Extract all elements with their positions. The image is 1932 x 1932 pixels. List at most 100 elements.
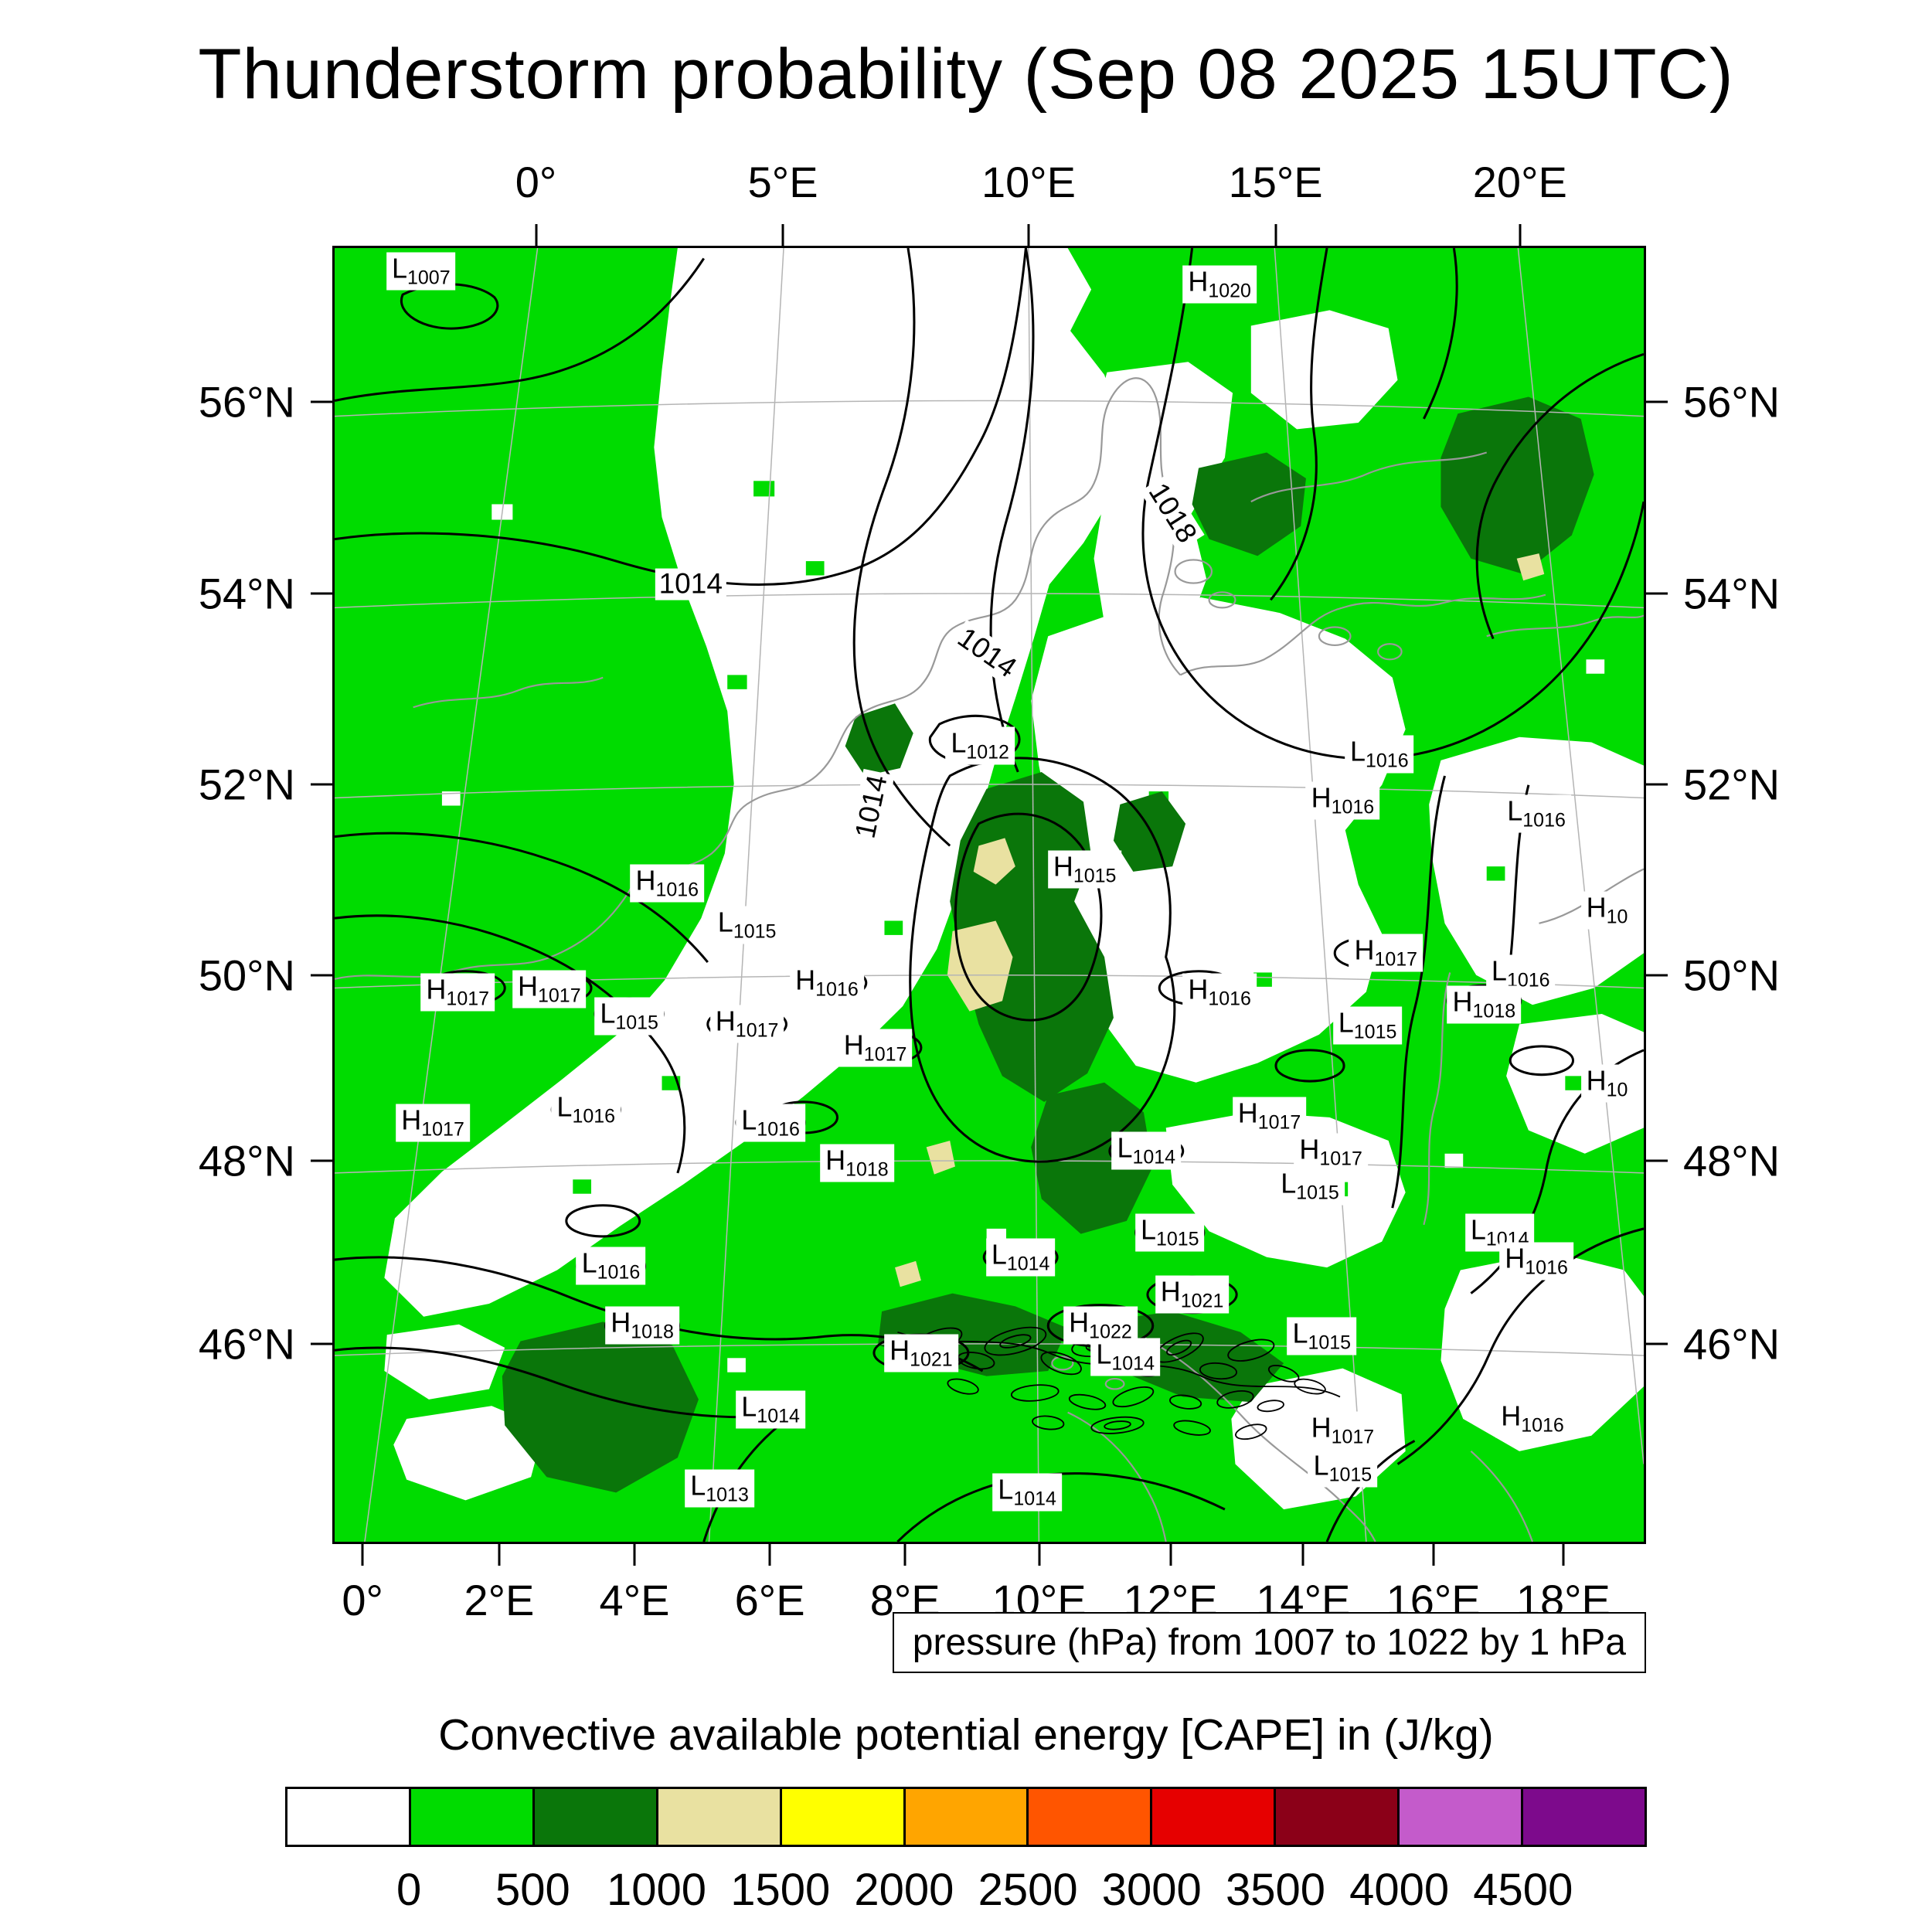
axis-tick-label: 50°N (198, 951, 295, 1000)
colorbar-cell (534, 1787, 658, 1847)
axis-tick (1646, 783, 1668, 786)
axis-tick-label: 56°N (1683, 377, 1781, 427)
axis-tick (1646, 400, 1668, 403)
pressure-center-label: H1021 (1155, 1275, 1230, 1314)
pressure-center-label: H10 (1580, 1064, 1634, 1103)
isobar-value-labels: 1014 1014 1018 1014 (335, 248, 1644, 1542)
pressure-center-label: L1016 (551, 1090, 621, 1129)
axis-tick (633, 1544, 636, 1566)
axis-tick-label: 54°N (198, 569, 295, 618)
axis-tick (311, 974, 332, 977)
pressure-center-label: H1017 (396, 1104, 470, 1142)
colorbar-tick-label: 0 (396, 1865, 422, 1915)
axis-tick (311, 400, 332, 403)
pressure-center-label: L1015 (594, 997, 664, 1036)
pressure-center-label: L1007 (386, 252, 456, 291)
axis-tick-label: 48°N (1683, 1136, 1781, 1185)
axis-tick-label: 52°N (1683, 760, 1781, 809)
pressure-center-label: L1015 (1134, 1213, 1205, 1252)
axis-tick (781, 224, 784, 246)
axis-tick-label: 4°E (599, 1576, 670, 1624)
axis-tick (1027, 224, 1030, 246)
pressure-center-label: L1012 (945, 726, 1015, 765)
axis-tick-label: 0° (342, 1576, 383, 1624)
axis-tick-label: 0° (515, 158, 557, 206)
axis-tick (1562, 1544, 1565, 1566)
colorbar-tick-label: 1500 (730, 1865, 831, 1915)
axis-tick (311, 1342, 332, 1345)
pressure-center-label: L1015 (1275, 1167, 1345, 1206)
pressure-center-label: H1016 (790, 964, 864, 1002)
axis-tick-label: 6°E (734, 1576, 805, 1624)
axis-tick-label: 5°E (747, 158, 818, 206)
colorbar-tick-label: 3500 (1225, 1865, 1325, 1915)
colorbar-cell (285, 1787, 411, 1847)
colorbar-cell (1152, 1787, 1277, 1847)
axis-tick-label: 46°N (1683, 1319, 1781, 1369)
colorbar-cell (905, 1787, 1029, 1847)
axis-tick (361, 1544, 364, 1566)
pressure-center-label: H1018 (1447, 985, 1522, 1024)
axis-tick (1646, 1342, 1668, 1345)
colorbar-tick-label: 4500 (1473, 1865, 1573, 1915)
axis-tick-label: 20°E (1472, 158, 1567, 206)
pressure-center-label: H1015 (1047, 850, 1122, 889)
latitude-axis-left: 56°N 54°N 52°N 50°N 48°N 46°N (116, 246, 332, 1544)
pressure-center-label: H1017 (512, 970, 587, 1009)
longitude-axis-top: 0° 5°E 10°E 15°E 20°E (332, 158, 1646, 246)
pressure-center-label: H1017 (1232, 1097, 1307, 1135)
page-title: Thunderstorm probability (Sep 08 2025 15… (198, 35, 1734, 114)
pressure-center-label: H1017 (838, 1029, 913, 1067)
axis-tick-label: 46°N (198, 1319, 295, 1369)
pressure-center-label: L1015 (1308, 1449, 1378, 1488)
pressure-center-label: L1014 (1090, 1338, 1160, 1376)
pressure-center-label: L1015 (712, 906, 782, 944)
pressure-center-label: L1015 (1332, 1006, 1403, 1045)
axis-tick (498, 1544, 501, 1566)
pressure-center-label: H1017 (1349, 934, 1423, 972)
pressure-caption-row: pressure (hPa) from 1007 to 1022 by 1 hP… (332, 1612, 1646, 1673)
colorbar-cell (1523, 1787, 1647, 1847)
axis-tick-label: 50°N (1683, 951, 1781, 1000)
pressure-center-label: H1016 (1305, 781, 1380, 820)
axis-tick (1519, 224, 1522, 246)
axis-tick-label: 10°E (981, 158, 1077, 206)
pressure-center-label: L1016 (736, 1104, 805, 1142)
axis-tick (1646, 974, 1668, 977)
weather-map: 1014 1014 1018 1014 L1007 H1020 L1012 L1016 H10… (332, 246, 1646, 1544)
axis-tick (1432, 1544, 1435, 1566)
latitude-axis-right: 56°N 54°N 52°N 50°N 48°N 46°N (1646, 246, 1878, 1544)
cape-shading-and-isobars-graphic (335, 248, 1644, 1542)
axis-tick (1274, 224, 1277, 246)
axis-tick (768, 1544, 771, 1566)
colorbar-tick-label: 500 (495, 1865, 570, 1915)
colorbar-cell (1400, 1787, 1524, 1847)
axis-tick (903, 1544, 906, 1566)
pressure-center-label: L1016 (1502, 794, 1571, 833)
axis-tick (311, 592, 332, 595)
axis-tick (1646, 1159, 1668, 1162)
pressure-center-label: H1017 (420, 973, 495, 1012)
pressure-center-label: H1016 (1495, 1400, 1570, 1438)
pressure-center-label: H1017 (709, 1005, 784, 1043)
cape-colorbar-labels: 0 500 1000 1500 2000 2500 3000 3500 4000 4500 (285, 1864, 1647, 1920)
axis-tick (311, 783, 332, 786)
axis-tick-label: 48°N (198, 1136, 295, 1185)
pressure-center-label: L1014 (1111, 1131, 1182, 1170)
colorbar-tick-label: 1000 (607, 1865, 707, 1915)
pressure-center-label: H1018 (605, 1306, 679, 1345)
colorbar-cell (1029, 1787, 1153, 1847)
colorbar-tick-label: 3000 (1101, 1865, 1202, 1915)
colorbar-tick-label: 2500 (978, 1865, 1078, 1915)
pressure-center-label: H1016 (1182, 973, 1257, 1012)
axis-tick-label: 56°N (198, 377, 295, 427)
cape-colorbar (285, 1787, 1647, 1847)
isobar-label: 1014 (655, 568, 726, 600)
pressure-center-label: L1014 (992, 1473, 1062, 1512)
pressure-center-label: H1017 (1305, 1411, 1380, 1450)
pressure-center-label: L1016 (576, 1247, 646, 1285)
colorbar-tick-label: 2000 (854, 1865, 954, 1915)
axis-tick (1038, 1544, 1041, 1566)
axis-tick (1169, 1544, 1172, 1566)
pressure-center-label: H1018 (820, 1144, 894, 1182)
